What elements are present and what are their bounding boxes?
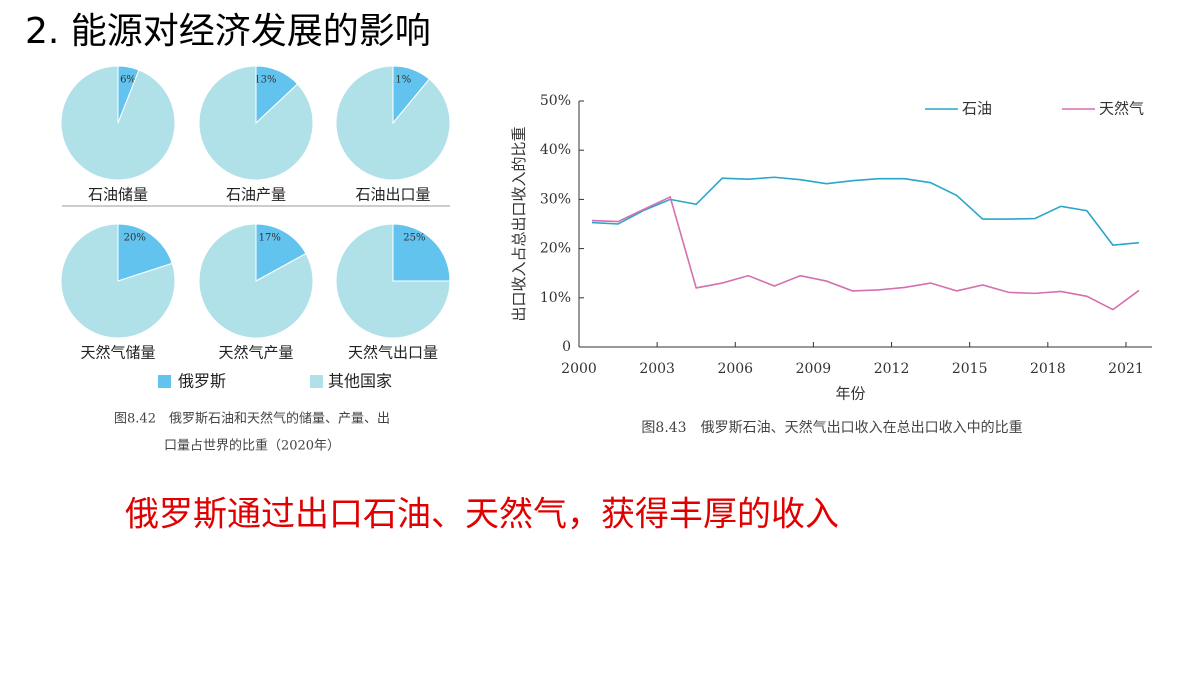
y-tick-label: 50% — [540, 93, 571, 109]
pie-slice — [198, 65, 314, 181]
y-tick-label: 10% — [540, 290, 571, 306]
x-tick-label: 2009 — [796, 361, 832, 377]
y-axis-label: 出口收入占总出口收入的比重 — [510, 126, 528, 321]
x-tick-label: 2021 — [1108, 361, 1144, 377]
legend-label: 俄罗斯 — [178, 372, 226, 391]
x-tick-label: 2003 — [639, 361, 675, 377]
y-tick-label: 40% — [540, 142, 571, 158]
pie-slice — [60, 65, 176, 181]
pie-slice — [392, 223, 451, 282]
x-tick-label: 2006 — [717, 361, 753, 377]
legend-label: 石油 — [962, 100, 992, 118]
pie-label: 25% — [403, 233, 425, 244]
pie-label: 20% — [124, 233, 146, 244]
conclusion: 俄罗斯通过出口石油、天然气，获得丰厚的收入 — [125, 495, 839, 535]
y-tick-label: 0 — [562, 339, 571, 355]
x-axis-label: 年份 — [835, 385, 865, 403]
pie-slice — [255, 223, 307, 282]
x-tick-label: 2012 — [874, 361, 910, 377]
pie-label: 6% — [120, 75, 136, 86]
pie-title: 天然气产量 — [218, 344, 293, 362]
x-tick-label: 2015 — [952, 361, 988, 377]
pie-label: 17% — [259, 233, 281, 244]
pie-slice — [335, 65, 451, 181]
pie-slice — [335, 223, 451, 339]
legend-swatch — [310, 375, 323, 388]
line-caption: 图8.43 俄罗斯石油、天然气出口收入在总出口收入中的比重 — [641, 419, 1022, 436]
legend-swatch — [158, 375, 171, 388]
pie-caption: 口量占世界的比重（2020年） — [164, 438, 340, 454]
legend-label: 其他国家 — [328, 372, 392, 391]
pie-slice — [60, 223, 176, 339]
slide-title: 2. 能源对经济发展的影响 — [25, 11, 431, 52]
line-series — [591, 176, 1140, 246]
pie-label: 11% — [389, 75, 411, 86]
pie-title: 天然气出口量 — [348, 344, 438, 362]
pie-title: 天然气储量 — [80, 344, 155, 362]
x-tick-label: 2000 — [561, 361, 597, 377]
pie-label: 13% — [254, 75, 276, 86]
pie-title: 石油产量 — [226, 186, 286, 204]
pie-title: 石油出口量 — [355, 186, 430, 204]
legend-label: 天然气 — [1099, 100, 1144, 118]
y-tick-label: 30% — [540, 191, 571, 207]
pie-slice — [198, 223, 314, 339]
pie-caption: 图8.42 俄罗斯石油和天然气的储量、产量、出 — [114, 411, 390, 427]
x-tick-label: 2018 — [1030, 361, 1066, 377]
line-series — [591, 195, 1140, 311]
pie-slice — [117, 223, 173, 282]
y-tick-label: 20% — [540, 241, 571, 257]
pie-title: 石油储量 — [88, 186, 148, 204]
